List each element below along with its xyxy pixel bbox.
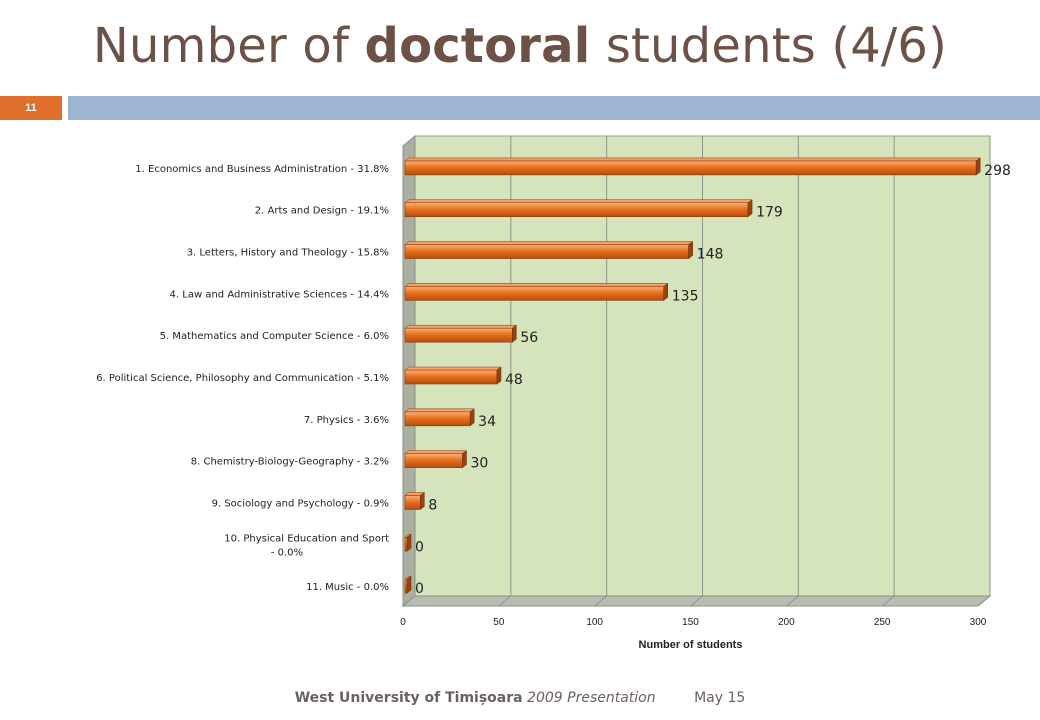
bar-end-face [469, 408, 475, 427]
bar-end-face [420, 491, 425, 510]
bar-end-face [688, 241, 693, 260]
bar [404, 536, 408, 552]
bar [404, 369, 498, 385]
bar [404, 453, 463, 468]
bar-top-face [404, 366, 502, 371]
data-label: 0 [415, 581, 424, 597]
category-label: 7. Physics - 3.6% [304, 415, 389, 426]
category-label: 11. Music - 0.0% [306, 582, 389, 593]
bar [404, 202, 749, 218]
category-label: 6. Political Science, Philosophy and Com… [96, 373, 389, 384]
footer-presentation: 2009 Presentation [527, 690, 656, 706]
slide-footer: West University of Timișoara 2009 Presen… [0, 690, 1040, 706]
slide-number-badge: 11 [0, 96, 62, 120]
category-label: 2. Arts and Design - 19.1% [255, 206, 389, 217]
title-emphasis: doctoral [364, 18, 591, 74]
bar [404, 495, 421, 510]
bar [404, 327, 513, 343]
category-label: 5. Mathematics and Computer Science - 6.… [160, 331, 389, 342]
data-label: 34 [478, 414, 496, 430]
gridline-floor [594, 595, 607, 607]
bar-top-face [404, 199, 753, 203]
bar-end-face [406, 533, 412, 552]
gridline-floor [690, 595, 703, 607]
bar-top-face [404, 283, 669, 287]
header-bar [68, 96, 1040, 120]
bar-top-face [404, 157, 981, 162]
category-label: 8. Chemistry-Biology-Geography - 3.2% [191, 457, 389, 468]
bar-end-face [663, 282, 668, 301]
category-label: 3. Letters, History and Theology - 15.8% [187, 248, 389, 259]
x-tick-label: 0 [400, 617, 406, 628]
footer-organization: West University of Timișoara [294, 690, 523, 706]
gridline-floor [977, 595, 991, 607]
x-axis-title: Number of students [639, 639, 743, 651]
x-tick-label: 50 [493, 617, 505, 628]
data-label: 135 [672, 288, 699, 304]
bar [404, 578, 408, 594]
bar-end-face [406, 575, 412, 594]
x-tick-label: 150 [682, 617, 699, 628]
x-tick-label: 300 [970, 617, 987, 628]
bar-end-face [512, 324, 517, 343]
data-label: 8 [428, 497, 437, 513]
footer-date: May 15 [694, 690, 746, 706]
data-label: 148 [697, 247, 724, 263]
data-label: 179 [756, 205, 783, 221]
bar [404, 411, 471, 427]
bar-end-face [496, 366, 502, 385]
bar-end-face [462, 450, 467, 469]
category-label: 9. Sociology and Psychology - 0.9% [212, 498, 389, 509]
bar-top-face [404, 408, 475, 413]
bar-end-face [975, 157, 981, 176]
bar [404, 160, 977, 176]
category-label: 10. Physical Education and Sport - 0.0% [224, 533, 389, 558]
gridline-floor [498, 595, 512, 607]
bar-end-face [747, 199, 753, 218]
gridline-floor [881, 595, 895, 607]
category-label: 1. Economics and Business Administration… [135, 164, 389, 175]
x-tick-label: 200 [778, 617, 795, 628]
data-label: 48 [505, 372, 523, 388]
slide-title: Number of doctoral students (4/6) [92, 18, 948, 74]
data-label: 298 [984, 163, 1011, 179]
bar [404, 244, 689, 259]
gridline-floor [786, 595, 799, 607]
category-label: 4. Law and Administrative Sciences - 14.… [170, 289, 389, 300]
data-label: 0 [415, 539, 424, 555]
x-tick-label: 100 [586, 617, 603, 628]
data-label: 56 [520, 330, 538, 346]
bar-top-face [404, 241, 694, 245]
bar-top-face [404, 324, 518, 329]
data-label: 30 [471, 456, 489, 472]
bar-top-face [404, 450, 468, 454]
x-tick-label: 250 [874, 617, 891, 628]
bar [404, 286, 665, 301]
